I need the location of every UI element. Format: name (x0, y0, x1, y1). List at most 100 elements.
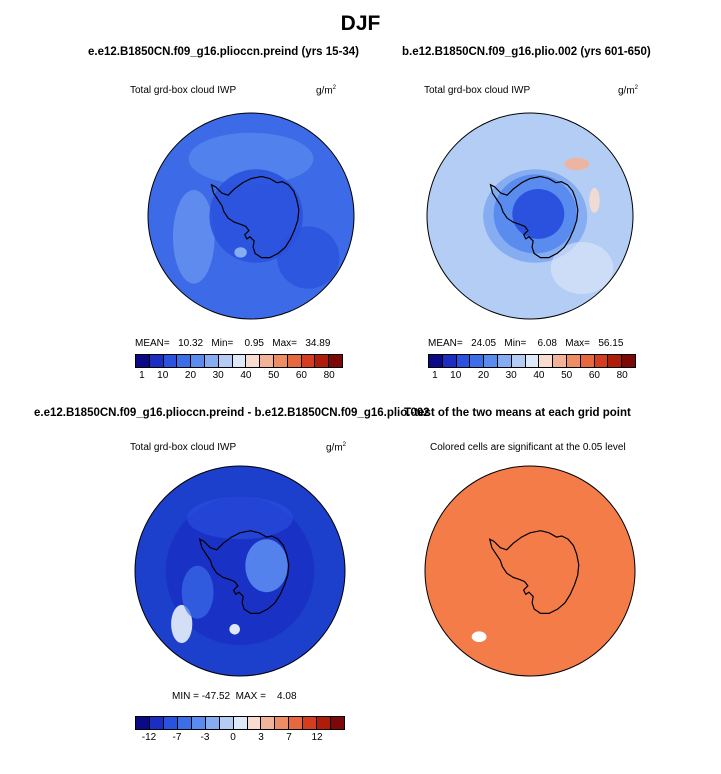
panel3-title: e.e12.B1850CN.f09_g16.plioccn.preind - b… (34, 407, 430, 419)
panel3-colorbar (135, 716, 345, 730)
colorbar-swatch (191, 355, 205, 367)
panel1-variable: Total grd-box cloud IWP (130, 85, 237, 96)
colorbar-swatch (566, 355, 581, 367)
field-contour-region (229, 624, 240, 635)
colorbar-swatch (205, 717, 220, 729)
panel3-variable: Total grd-box cloud IWP (130, 442, 237, 453)
colorbar-swatch (218, 355, 233, 367)
colorbar-swatch (484, 355, 498, 367)
field-background (425, 466, 635, 676)
colorbar-swatch (163, 717, 178, 729)
colorbar-tick-label: 60 (295, 370, 307, 381)
colorbar-swatch (429, 355, 443, 367)
colorbar-tick-label: 40 (240, 370, 252, 381)
figure-title: DJF (340, 12, 381, 35)
colorbar-tick-label: 1 (139, 370, 145, 381)
map-field (425, 466, 635, 676)
colorbar-swatch (149, 717, 164, 729)
colorbar-swatch (470, 355, 485, 367)
panel4-variable: Colored cells are significant at the 0.0… (430, 442, 626, 453)
colorbar-tick-label: 20 (184, 370, 197, 381)
colorbar-swatch (232, 355, 247, 367)
panel2-stats: MEAN= 24.05 Min= 6.08 Max= 56.15 (428, 338, 624, 349)
antarctica-coastline (489, 175, 579, 259)
colorbar-tick-label: 20 (477, 370, 490, 381)
colorbar-swatch (219, 717, 234, 729)
colorbar-tick-label: -7 (172, 732, 182, 743)
colorbar-tick-label: 30 (212, 370, 224, 381)
colorbar-swatch (525, 355, 540, 367)
antarctica-coastline (198, 530, 290, 615)
field-contour-region (181, 565, 214, 619)
colorbar-tick-label: 10 (450, 370, 462, 381)
panel2-colorbar (428, 354, 636, 368)
colorbar-swatch (136, 717, 150, 729)
map-boundary-circle (134, 465, 346, 677)
colorbar-tick-label: 80 (616, 370, 628, 381)
colorbar-swatch (289, 717, 304, 729)
colorbar-swatch (301, 355, 316, 367)
field-contour-region (171, 604, 193, 644)
colorbar-swatch (247, 717, 262, 729)
colorbar-swatch (204, 355, 219, 367)
colorbar-tick-label: 60 (588, 370, 600, 381)
map-boundary-circle (147, 112, 355, 320)
panel2-title: b.e12.B1850CN.f09_g16.plio.002 (yrs 601-… (402, 46, 651, 58)
colorbar-tick-label: -3 (200, 732, 210, 743)
colorbar-swatch (303, 717, 318, 729)
colorbar-tick-label: 50 (561, 370, 573, 381)
colorbar-swatch (315, 355, 330, 367)
colorbar-tick-label: 50 (268, 370, 280, 381)
colorbar-swatch (260, 355, 274, 367)
colorbar-swatch (622, 355, 635, 367)
colorbar-swatch (539, 355, 554, 367)
colorbar-tick-label: 12 (311, 732, 323, 743)
antarctica-coastline (210, 175, 300, 259)
colorbar-swatch (136, 355, 150, 367)
colorbar-swatch (456, 355, 471, 367)
map-field (427, 113, 633, 319)
map-boundary-circle (424, 465, 636, 677)
panel2-variable: Total grd-box cloud IWP (424, 85, 531, 96)
colorbar-tick-label: 1 (432, 370, 438, 381)
panel1-units: g/m2 (316, 85, 337, 97)
colorbar-swatch (287, 355, 302, 367)
colorbar-swatch (273, 355, 288, 367)
colorbar-swatch (246, 355, 261, 367)
colorbar-swatch (442, 355, 457, 367)
colorbar-swatch (163, 355, 178, 367)
panel2-map (426, 112, 634, 320)
panel3-stats: MIN = -47.52 MAX = 4.08 (172, 691, 297, 702)
colorbar-swatch (497, 355, 512, 367)
panel2-units: g/m2 (618, 85, 639, 97)
panel1-map (147, 112, 355, 320)
antarctica-coastline (488, 530, 580, 615)
colorbar-swatch (511, 355, 526, 367)
colorbar-swatch (261, 717, 276, 729)
field-contour-region (188, 132, 314, 185)
field-contour-region (550, 242, 614, 294)
colorbar-swatch (553, 355, 567, 367)
colorbar-swatch (191, 717, 206, 729)
colorbar-swatch (177, 717, 192, 729)
field-contour-region (245, 539, 288, 593)
map-boundary-circle (426, 112, 634, 320)
field-contour-region (471, 631, 487, 643)
field-contour-region (173, 190, 215, 284)
field-contour-region (187, 496, 293, 540)
colorbar-tick-label: -12 (141, 732, 157, 743)
colorbar-tick-label: 3 (258, 732, 264, 743)
panel1-stats: MEAN= 10.32 Min= 0.95 Max= 34.89 (135, 338, 331, 349)
field-contour-region (234, 247, 247, 258)
colorbar-tick-label: 7 (286, 732, 292, 743)
field-contour-region (209, 169, 303, 263)
colorbar-swatch (275, 717, 290, 729)
colorbar-swatch (331, 717, 345, 729)
field-contour-region (512, 188, 565, 239)
colorbar-swatch (329, 355, 342, 367)
colorbar-swatch (149, 355, 164, 367)
colorbar-swatch (177, 355, 192, 367)
colorbar-swatch (594, 355, 609, 367)
colorbar-tick-label: 10 (157, 370, 169, 381)
colorbar-swatch (317, 717, 332, 729)
